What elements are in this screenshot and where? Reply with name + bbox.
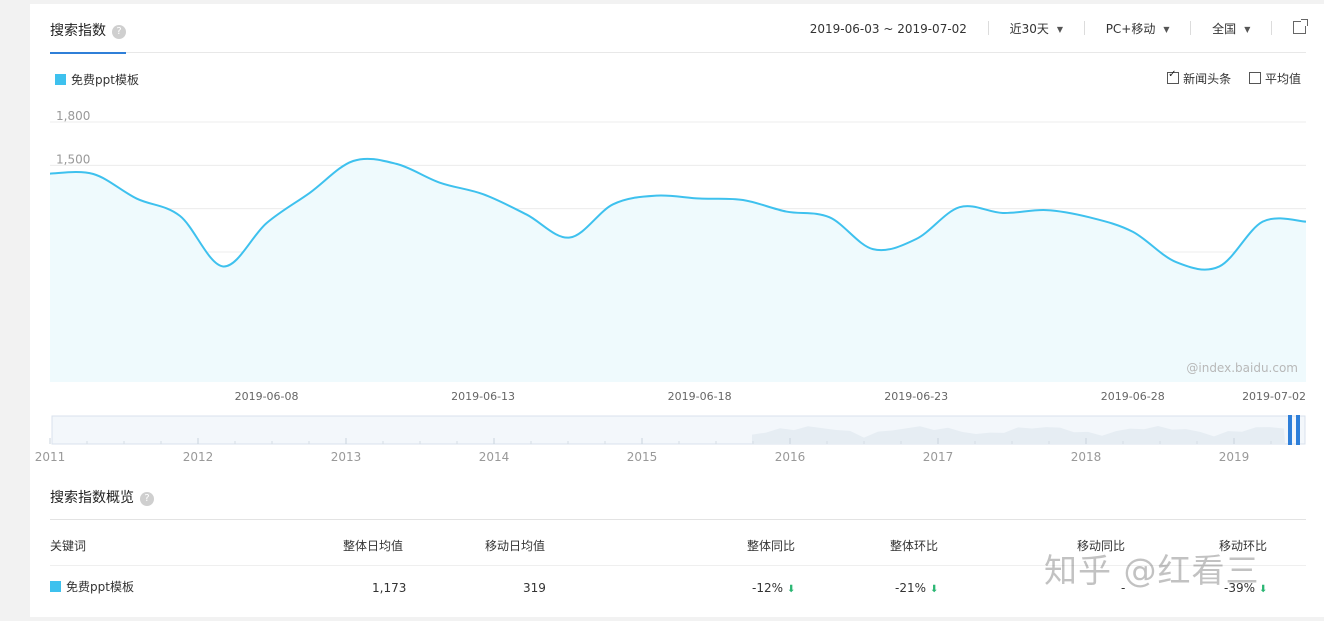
overview-title: 搜索指数概览?	[50, 487, 154, 507]
x-tick-label: 2019-06-28	[1101, 390, 1165, 403]
divider	[987, 21, 989, 35]
zhihu-watermark: 知乎 @红看三	[1044, 551, 1260, 590]
x-tick-label: 2019-06-23	[884, 390, 948, 403]
divider	[50, 519, 1306, 520]
divider	[1083, 21, 1085, 35]
arrow-down-icon: ⬇	[1259, 584, 1268, 595]
divider	[50, 565, 1306, 566]
timeline-year-label: 2015	[627, 450, 658, 464]
timeline-year-label: 2016	[775, 450, 806, 464]
cell-overall-mom-value: -21%	[895, 581, 927, 595]
device-value: PC+移动	[1105, 22, 1156, 36]
tab-title-label: 搜索指数	[50, 23, 106, 39]
timeline-year-label: 2011	[35, 450, 66, 464]
x-tick-label: 2019-06-18	[668, 390, 732, 403]
divider	[1190, 21, 1192, 35]
series-legend-label: 免费ppt模板	[71, 73, 139, 87]
period-select[interactable]: 近30天 ▼	[1010, 22, 1063, 36]
tab-search-index[interactable]: 搜索指数?	[50, 20, 126, 54]
header-bar: 搜索指数? 2019-06-03 ~ 2019-07-02 近30天 ▼ PC+移…	[50, 4, 1308, 54]
chart-watermark: @index.baidu.com	[1186, 361, 1298, 375]
news-checkbox[interactable]: 新闻头条	[1167, 69, 1232, 86]
series-color-swatch	[55, 74, 66, 85]
news-label: 新闻头条	[1183, 72, 1232, 86]
x-tick-label: 2019-07-02	[1242, 390, 1306, 403]
y-tick-label: 1,500	[56, 152, 90, 166]
cell-mobile-mom-value: -39%	[1224, 581, 1256, 595]
timeline-year-label: 2014	[479, 450, 510, 464]
chart-options: 新闻头条 平均值	[1153, 69, 1301, 87]
series-color-swatch	[50, 581, 61, 592]
cell-mobile-mom: -39% ⬇	[1224, 581, 1267, 595]
checkbox-checked-icon	[1167, 69, 1180, 84]
region-value: 全国	[1212, 22, 1237, 36]
checkbox-icon	[1248, 72, 1261, 84]
col-overall-avg: 整体日均值	[343, 539, 404, 553]
series-area	[50, 158, 1306, 382]
timeline-handle-left[interactable]	[1288, 415, 1292, 445]
caret-down-icon: ▼	[1056, 25, 1064, 34]
external-link-icon[interactable]	[1293, 19, 1308, 34]
cell-overall-avg: 1,173	[372, 581, 407, 595]
timeline-year-label: 2013	[331, 450, 362, 464]
x-tick-label: 2019-06-08	[235, 390, 299, 403]
divider	[1271, 21, 1273, 35]
caret-down-icon: ▼	[1163, 25, 1170, 34]
col-mobile-yoy: 移动同比	[1077, 539, 1126, 553]
series-legend[interactable]: 免费ppt模板	[55, 71, 139, 88]
cell-overall-yoy-value: -12%	[752, 581, 784, 595]
col-overall-yoy: 整体同比	[747, 539, 796, 553]
timeline-year-label: 2017	[923, 450, 954, 464]
cell-overall-yoy: -12% ⬇	[752, 581, 795, 595]
col-mobile-mom: 移动环比	[1219, 539, 1268, 553]
timeline-year-label: 2019	[1219, 450, 1250, 464]
y-tick-label: 1,800	[56, 109, 90, 123]
arrow-down-icon: ⬇	[787, 584, 796, 595]
col-overall-mom: 整体环比	[890, 539, 939, 553]
timeline-year-label: 2012	[183, 450, 214, 464]
cell-overall-mom: -21% ⬇	[895, 581, 938, 595]
timeline-handle-right[interactable]	[1296, 415, 1300, 445]
row-keyword[interactable]: 免费ppt模板	[50, 578, 134, 595]
average-checkbox[interactable]: 平均值	[1248, 72, 1301, 86]
search-index-chart[interactable]: 1,8001,5001,2009006003002019-06-082019-0…	[30, 4, 1324, 479]
timeline-year-label: 2018	[1071, 450, 1102, 464]
cell-mobile-avg: 319	[523, 581, 546, 595]
x-tick-label: 2019-06-13	[451, 390, 515, 403]
col-keyword: 关键词	[50, 539, 87, 553]
average-label: 平均值	[1264, 72, 1301, 86]
date-range[interactable]: 2019-06-03 ~ 2019-07-02	[809, 22, 967, 36]
arrow-down-icon: ⬇	[930, 584, 939, 595]
col-mobile-avg: 移动日均值	[485, 539, 546, 553]
device-select[interactable]: PC+移动 ▼	[1106, 22, 1170, 36]
overview-title-label: 搜索指数概览	[50, 490, 134, 506]
search-index-card: 搜索指数? 2019-06-03 ~ 2019-07-02 近30天 ▼ PC+移…	[30, 4, 1324, 617]
filter-controls: 2019-06-03 ~ 2019-07-02 近30天 ▼ PC+移动 ▼ 全国 ▼	[809, 19, 1308, 37]
caret-down-icon: ▼	[1244, 25, 1251, 34]
series-line	[49, 157, 1307, 271]
period-value: 近30天	[1009, 22, 1049, 36]
help-icon[interactable]: ?	[140, 492, 154, 506]
row-keyword-label: 免费ppt模板	[66, 580, 134, 594]
timeline-mini-area	[752, 426, 1285, 444]
cell-mobile-yoy: -	[1121, 581, 1126, 595]
region-select[interactable]: 全国 ▼	[1212, 22, 1250, 36]
help-icon[interactable]: ?	[112, 25, 126, 39]
